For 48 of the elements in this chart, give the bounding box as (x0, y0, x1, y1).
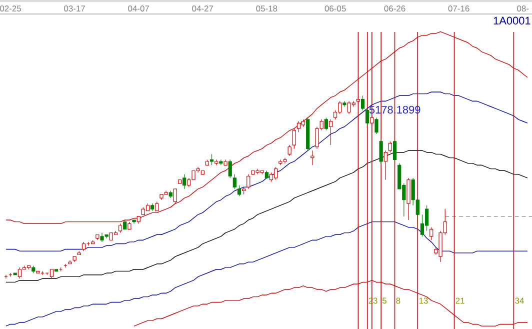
candlestick (406, 178, 410, 220)
candlestick (370, 115, 374, 126)
text: 13 (419, 298, 428, 304)
candlestick (292, 128, 296, 149)
candlestick (424, 205, 429, 232)
candlestick (392, 139, 397, 162)
candlestick (324, 117, 328, 131)
text: 1A0001 (494, 16, 530, 25)
x-tick-label: 08- (517, 5, 529, 12)
x-tick-label: 06-05 (324, 5, 346, 12)
x-tick-label: 04-27 (192, 5, 214, 12)
text: 21 (456, 298, 464, 304)
candlestick (328, 119, 333, 146)
candlestick (310, 150, 314, 166)
text: 3 (373, 298, 378, 304)
candlestick (82, 242, 86, 252)
text: 8 (396, 298, 400, 304)
candlestick (430, 227, 434, 240)
candlestick (246, 174, 250, 190)
candlestick (182, 174, 186, 190)
candlestick (228, 159, 232, 178)
candlestick (374, 117, 378, 134)
text: 34 (515, 298, 524, 304)
candlestick (123, 220, 127, 230)
text: 5 (382, 298, 387, 304)
candlestick (360, 95, 365, 111)
x-tick-label: 02-25 (0, 5, 21, 12)
x-tick-label: 07-16 (448, 5, 470, 12)
candlestick (173, 188, 178, 204)
x-tick-label: 04-07 (128, 5, 149, 12)
candlestick (50, 269, 54, 279)
candlestick (342, 100, 346, 107)
candlestick (288, 144, 292, 156)
candlestick (296, 120, 301, 133)
x-tick-label: 06-26 (384, 5, 406, 12)
candlestick (232, 174, 236, 190)
candlestick (366, 108, 370, 126)
x-tick-label: 05-18 (256, 5, 278, 12)
candlestick (379, 139, 383, 164)
candlestick (384, 150, 388, 180)
candlestick (155, 201, 159, 212)
candlestick (210, 154, 214, 166)
candlestick (237, 184, 242, 197)
candlestick (269, 172, 274, 182)
candlestick (388, 141, 392, 153)
candlestick (219, 159, 223, 166)
x-tick-label: 03-17 (64, 5, 85, 12)
candlestick (118, 223, 122, 234)
